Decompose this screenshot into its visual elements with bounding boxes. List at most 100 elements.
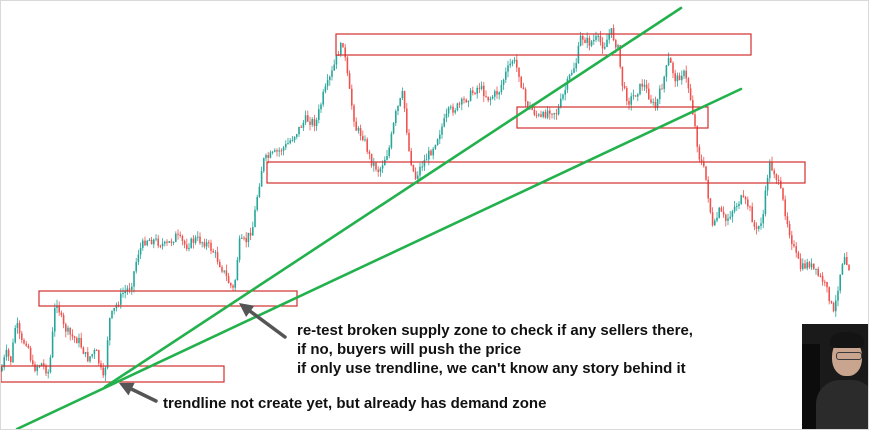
candle-body — [69, 327, 71, 335]
candle-body — [10, 356, 12, 363]
candle-body — [795, 246, 797, 253]
supply-demand-zone-2 — [516, 106, 709, 129]
candle-body — [419, 166, 421, 176]
candle-body — [62, 315, 65, 325]
candle-body — [95, 349, 98, 351]
candle-body — [249, 232, 252, 236]
candle-body — [276, 150, 278, 152]
candle-body — [650, 99, 652, 103]
candle-body — [744, 197, 747, 200]
supply-demand-zone-4 — [38, 290, 298, 307]
candle-body — [194, 237, 197, 243]
candle-body — [736, 206, 738, 208]
candle-body — [322, 91, 324, 105]
candle-body — [500, 84, 503, 93]
candle-body — [364, 139, 366, 141]
candle-body — [630, 96, 632, 105]
candle-body — [531, 105, 533, 110]
candle-body — [661, 88, 663, 90]
candle-body — [104, 367, 107, 376]
candle-body — [203, 242, 206, 247]
candle-body — [564, 89, 566, 95]
candle-body — [368, 151, 371, 154]
candle-body — [716, 217, 718, 221]
candle-body — [117, 304, 120, 306]
candle-body — [718, 207, 720, 218]
candle-body — [555, 113, 558, 115]
candle-body — [432, 148, 434, 156]
candle-body — [538, 114, 540, 116]
candle-body — [106, 340, 109, 368]
candle-body — [205, 242, 208, 247]
candle-body — [179, 234, 181, 236]
candle-body — [139, 247, 142, 255]
candle-body — [766, 178, 769, 191]
candle-body — [615, 40, 617, 48]
candle-body — [601, 42, 604, 49]
candle-body — [450, 106, 452, 108]
candle-body — [632, 95, 635, 97]
candle-body — [788, 224, 791, 236]
candle-body — [544, 111, 547, 118]
candle-body — [617, 45, 619, 48]
candle-body — [553, 113, 555, 115]
candle-body — [846, 257, 848, 266]
candle-body — [227, 276, 230, 284]
candle-body — [733, 206, 736, 212]
candle-body — [472, 90, 474, 93]
candle-body — [626, 88, 628, 101]
webcam-overlay — [802, 324, 868, 429]
candle-body — [604, 47, 606, 49]
annotation-retest-line-1: re-test broken supply zone to check if a… — [297, 322, 693, 339]
candle-body — [344, 47, 346, 58]
candle-body — [810, 263, 813, 268]
candle-body — [667, 58, 670, 66]
candle-body — [841, 264, 844, 275]
candle-body — [175, 233, 177, 243]
candle-body — [214, 252, 217, 254]
candle-body — [166, 241, 168, 243]
candle-body — [190, 238, 192, 248]
candle-body — [381, 165, 384, 169]
candle-body — [593, 39, 595, 42]
candle-body — [516, 59, 518, 68]
candle-body — [709, 198, 712, 213]
candle-body — [725, 214, 727, 221]
candle-body — [223, 270, 225, 272]
candle-body — [423, 159, 426, 167]
candle-body — [696, 126, 698, 147]
candle-body — [755, 226, 758, 229]
candle-body — [808, 262, 811, 268]
candle-body — [467, 100, 470, 103]
candle-body — [309, 121, 311, 125]
candle-body — [32, 360, 34, 365]
candle-body — [494, 91, 496, 97]
candle-body — [87, 352, 89, 362]
candle-body — [485, 96, 487, 98]
candle-body — [36, 366, 38, 371]
candle-body — [172, 242, 175, 244]
candle-body — [54, 307, 56, 332]
candle-body — [705, 166, 707, 180]
candle-body — [491, 96, 494, 99]
candle-body — [16, 323, 19, 328]
candle-body — [359, 128, 362, 136]
candle-body — [689, 88, 692, 101]
candle-body — [436, 139, 439, 146]
candle-body — [34, 364, 36, 371]
candle-body — [639, 83, 641, 95]
candle-body — [78, 337, 80, 344]
candle-body — [377, 169, 379, 172]
candle-body — [588, 37, 591, 46]
candle-body — [76, 337, 78, 344]
candle-body — [252, 227, 254, 236]
candle-body — [727, 218, 729, 221]
candle-body — [694, 114, 696, 127]
candle-body — [397, 105, 399, 112]
candle-body — [296, 134, 298, 137]
candle-body — [582, 35, 584, 40]
candle-body — [274, 150, 276, 152]
candle-body — [535, 114, 538, 116]
candle-body — [320, 104, 322, 110]
candle-body — [674, 73, 676, 82]
